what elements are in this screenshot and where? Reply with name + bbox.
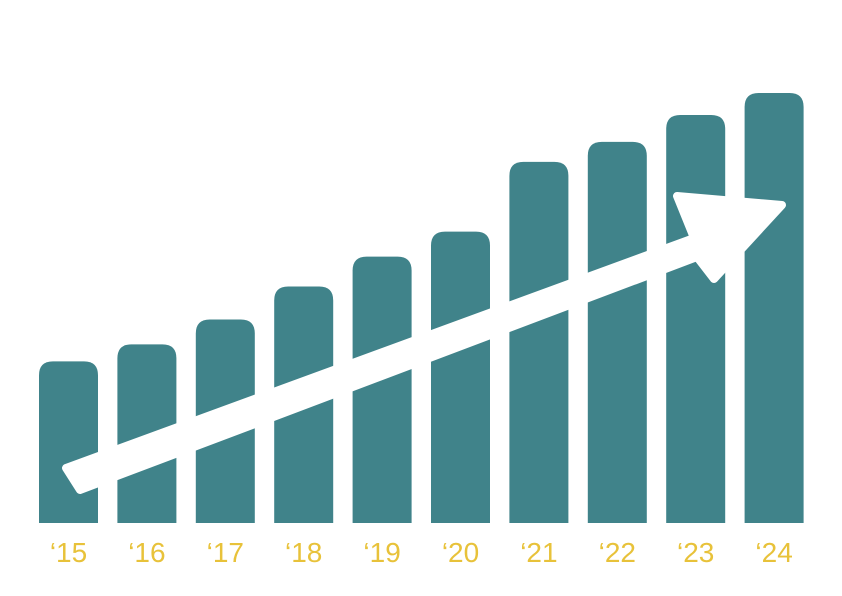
- x-tick-label-5: ‘20: [442, 537, 479, 568]
- x-tick-label-3: ‘18: [285, 537, 322, 568]
- bar-8: [666, 114, 726, 523]
- x-tick-label-8: ‘23: [677, 537, 714, 568]
- x-tick-label-9: ‘24: [755, 537, 792, 568]
- x-tick-label-4: ‘19: [363, 537, 400, 568]
- bar-6: [509, 161, 569, 523]
- bar-5: [431, 231, 490, 523]
- x-tick-label-1: ‘16: [128, 537, 165, 568]
- x-tick-label-7: ‘22: [599, 537, 636, 568]
- bar-4: [352, 256, 412, 523]
- x-tick-labels: ‘15 ‘16 ‘17 ‘18 ‘19 ‘20 ‘21 ‘22 ‘23 ‘24: [50, 537, 793, 568]
- bar-0: [39, 361, 98, 523]
- x-tick-label-6: ‘21: [520, 537, 557, 568]
- bar-7: [587, 141, 647, 524]
- bar-1: [117, 344, 177, 523]
- x-tick-label-0: ‘15: [50, 537, 87, 568]
- trend-arrow-icon: [62, 192, 786, 494]
- x-tick-label-2: ‘17: [207, 537, 244, 568]
- bar-9: [744, 93, 804, 523]
